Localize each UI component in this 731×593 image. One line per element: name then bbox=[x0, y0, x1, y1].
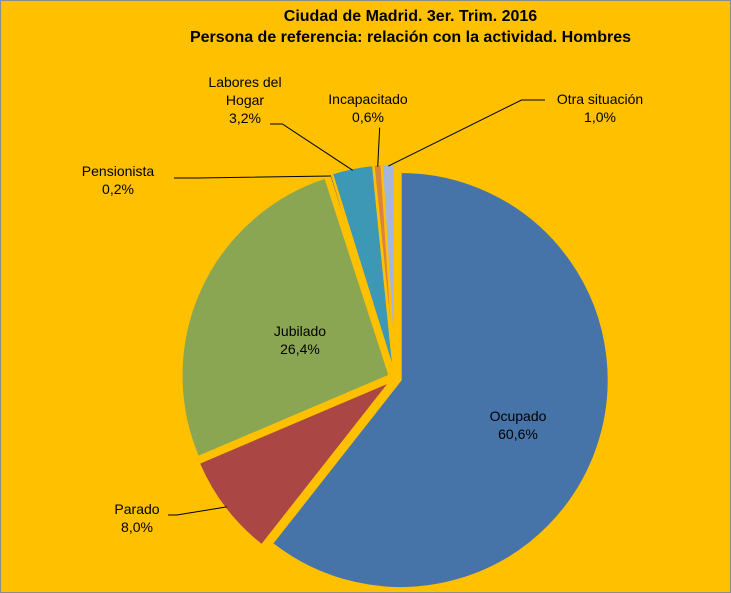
slice-label: Ocupado 60,6% bbox=[458, 407, 578, 443]
slice-value: 0,6% bbox=[352, 109, 384, 125]
slice-label: Otra situación 1,0% bbox=[540, 90, 660, 126]
chart-subtitle: Persona de referencia: relación con la a… bbox=[189, 29, 632, 46]
slice-label: Labores del Hogar 3,2% bbox=[185, 73, 305, 127]
leader-line bbox=[270, 123, 353, 171]
slice-value: 26,4% bbox=[280, 341, 320, 357]
slice-label: Jubilado 26,4% bbox=[240, 322, 360, 358]
slice-category: Jubilado bbox=[273, 323, 327, 339]
leader-line bbox=[377, 127, 381, 167]
slice-value: 60,6% bbox=[498, 426, 538, 442]
slice-label: Incapacitado 0,6% bbox=[308, 90, 428, 126]
pie-slice bbox=[270, 170, 610, 589]
slice-value: 3,2% bbox=[229, 110, 261, 126]
slice-category: Parado bbox=[114, 501, 160, 517]
slice-value: 0,2% bbox=[102, 181, 134, 197]
pie-slice bbox=[380, 163, 396, 373]
slice-value: 1,0% bbox=[584, 109, 616, 125]
slice-category: Pensionista bbox=[81, 163, 155, 179]
leader-line bbox=[168, 506, 227, 516]
chart-title: Ciudad de Madrid. 3er. Trim. 2016 bbox=[283, 8, 538, 25]
leader-line bbox=[388, 99, 545, 167]
chart-title-block: Ciudad de Madrid. 3er. Trim. 2016 Person… bbox=[0, 6, 731, 48]
pie-slice bbox=[180, 176, 391, 459]
slice-value: 8,0% bbox=[121, 519, 153, 535]
slice-label: Pensionista 0,2% bbox=[58, 162, 178, 198]
slice-category: Otra situación bbox=[556, 91, 644, 107]
slice-category: Incapacitado bbox=[328, 91, 408, 107]
slice-category: Labores del Hogar bbox=[208, 74, 282, 108]
slice-label: Parado 8,0% bbox=[77, 500, 197, 536]
slice-category: Ocupado bbox=[489, 408, 547, 424]
leader-line bbox=[174, 175, 331, 179]
pie-slice bbox=[197, 380, 392, 547]
